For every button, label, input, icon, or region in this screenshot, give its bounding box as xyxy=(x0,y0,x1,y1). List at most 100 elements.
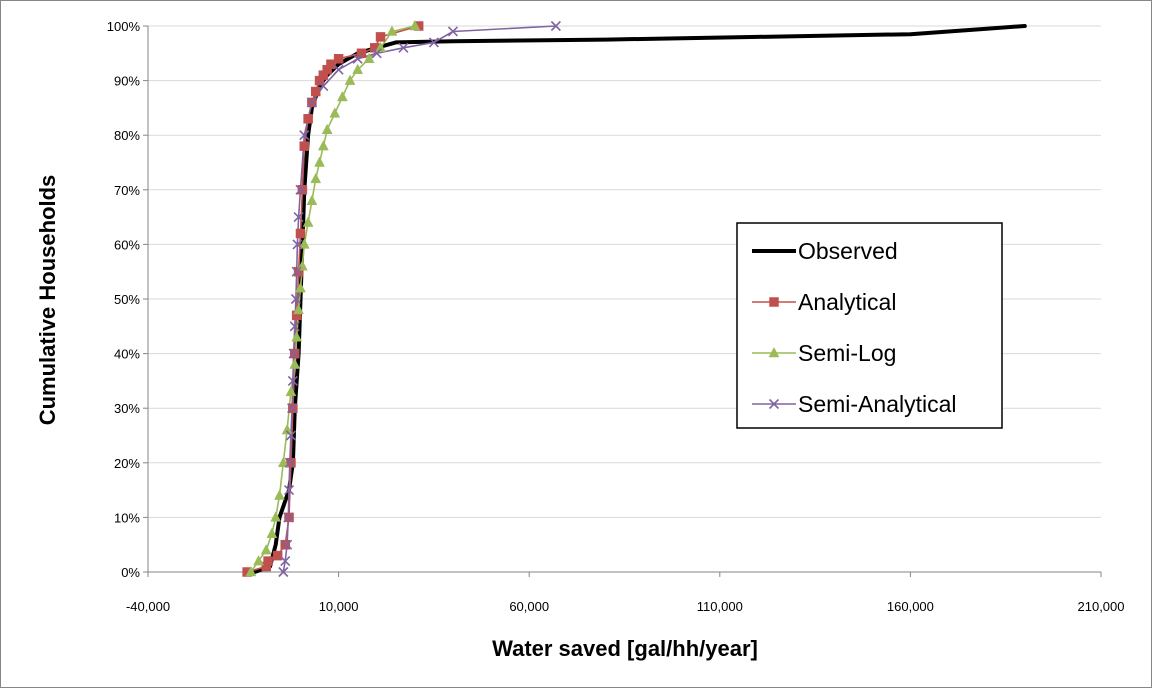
series-line-semi-analytical xyxy=(282,25,557,573)
point-analytical xyxy=(356,48,367,59)
point-analytical xyxy=(299,141,310,151)
legend-label-observed: Observed xyxy=(798,238,898,264)
point-semi-log xyxy=(253,555,264,566)
marker-stroke xyxy=(278,566,289,578)
point-semi-analytical xyxy=(280,556,291,567)
x-tick-label: 160,000 xyxy=(887,599,934,614)
series-markers xyxy=(242,19,561,578)
y-tick-label: 40% xyxy=(114,347,140,362)
point-semi-log xyxy=(336,90,348,102)
marker-stroke xyxy=(282,539,293,550)
x-tick-label: 110,000 xyxy=(697,599,743,614)
legend-box xyxy=(736,222,1003,429)
marker-stroke xyxy=(291,266,302,277)
marker-stroke xyxy=(288,348,299,359)
point-analytical xyxy=(333,54,344,64)
point-semi-analytical xyxy=(428,37,439,48)
point-semi-analytical xyxy=(333,64,344,75)
marker-stroke xyxy=(280,556,291,567)
point-semi-analytical xyxy=(292,239,303,250)
y-tick-label: 10% xyxy=(114,510,140,525)
marker-stroke xyxy=(284,457,295,468)
legend-marker-analytical xyxy=(769,297,779,307)
point-semi-log xyxy=(409,19,421,31)
marker-stroke xyxy=(428,37,439,48)
point-semi-log xyxy=(314,156,325,167)
y-axis-title: Cumulative Households xyxy=(35,175,60,426)
point-semi-analytical xyxy=(318,80,329,92)
point-semi-log xyxy=(298,238,310,249)
y-tick-label: 50% xyxy=(114,292,140,307)
y-tick-label: 60% xyxy=(114,237,140,252)
legend-marker-semi-analytical xyxy=(768,398,780,410)
point-semi-analytical xyxy=(447,26,459,37)
point-semi-analytical xyxy=(284,457,295,468)
x-tick-label: 60,000 xyxy=(509,599,549,614)
point-semi-analytical xyxy=(283,512,294,523)
point-semi-log xyxy=(270,511,282,522)
point-semi-analytical xyxy=(398,42,409,53)
point-analytical xyxy=(295,228,306,239)
marker-stroke xyxy=(352,53,363,64)
marker-stroke xyxy=(289,321,300,332)
point-analytical xyxy=(297,185,308,195)
marker-stroke xyxy=(287,403,298,414)
axes: 0% 10% 20% 30% 40% 50% 60% 70% 80% 90% 100% -40,000… xyxy=(107,19,1125,614)
point-semi-analytical xyxy=(550,20,561,32)
point-semi-log xyxy=(274,489,285,500)
y-tick-label: 80% xyxy=(114,128,140,143)
point-analytical xyxy=(290,348,300,359)
y-tick-label: 20% xyxy=(114,456,140,471)
x-axis-title: Water saved [gal/hh/year] xyxy=(492,636,758,661)
point-analytical xyxy=(280,539,290,550)
point-semi-log xyxy=(375,41,386,53)
point-semi-log xyxy=(285,385,297,397)
marker-stroke xyxy=(283,512,294,523)
x-tick-label: 210,000 xyxy=(1078,599,1125,614)
point-semi-log xyxy=(329,107,341,118)
marker-stroke xyxy=(768,398,780,410)
point-semi-analytical xyxy=(295,184,306,195)
marker-stroke xyxy=(333,64,344,75)
y-tick-label: 0% xyxy=(121,565,140,580)
point-analytical xyxy=(310,86,321,97)
x-tick-label: -40,000 xyxy=(126,599,170,614)
point-semi-log xyxy=(363,52,375,64)
marker-stroke xyxy=(318,80,329,92)
legend-label-analytical: Analytical xyxy=(798,289,896,315)
y-tick-label: 100% xyxy=(107,19,141,34)
point-semi-log xyxy=(281,424,293,435)
marker-stroke xyxy=(287,375,298,386)
legend-marker-semi-log xyxy=(768,346,780,358)
point-semi-log xyxy=(291,331,303,342)
point-semi-analytical xyxy=(293,212,304,223)
point-semi-log xyxy=(277,456,289,468)
point-semi-analytical xyxy=(285,430,297,441)
point-analytical xyxy=(272,550,283,561)
point-semi-log xyxy=(295,282,306,293)
point-semi-log xyxy=(302,216,314,227)
point-semi-analytical xyxy=(287,403,298,414)
y-tick-label: 90% xyxy=(114,74,140,89)
point-semi-analytical xyxy=(371,48,382,59)
marker-stroke xyxy=(292,239,303,250)
point-semi-log xyxy=(321,123,333,134)
point-semi-log xyxy=(293,303,304,315)
point-semi-log xyxy=(245,565,257,577)
point-semi-log xyxy=(266,527,278,539)
marker-stroke xyxy=(295,184,306,195)
marker-stroke xyxy=(371,48,382,59)
marker-stroke xyxy=(447,26,459,37)
point-semi-log xyxy=(352,63,364,74)
marker-stroke xyxy=(285,430,297,441)
marker-stroke xyxy=(306,97,317,108)
y-tick-label: 70% xyxy=(114,183,140,198)
point-analytical xyxy=(303,114,313,124)
legend-label-semi-analytical: Semi-Analytical xyxy=(798,391,957,417)
point-semi-analytical xyxy=(299,130,310,141)
point-semi-analytical xyxy=(289,321,300,332)
point-semi-log xyxy=(386,25,398,36)
marker-stroke xyxy=(299,130,310,141)
